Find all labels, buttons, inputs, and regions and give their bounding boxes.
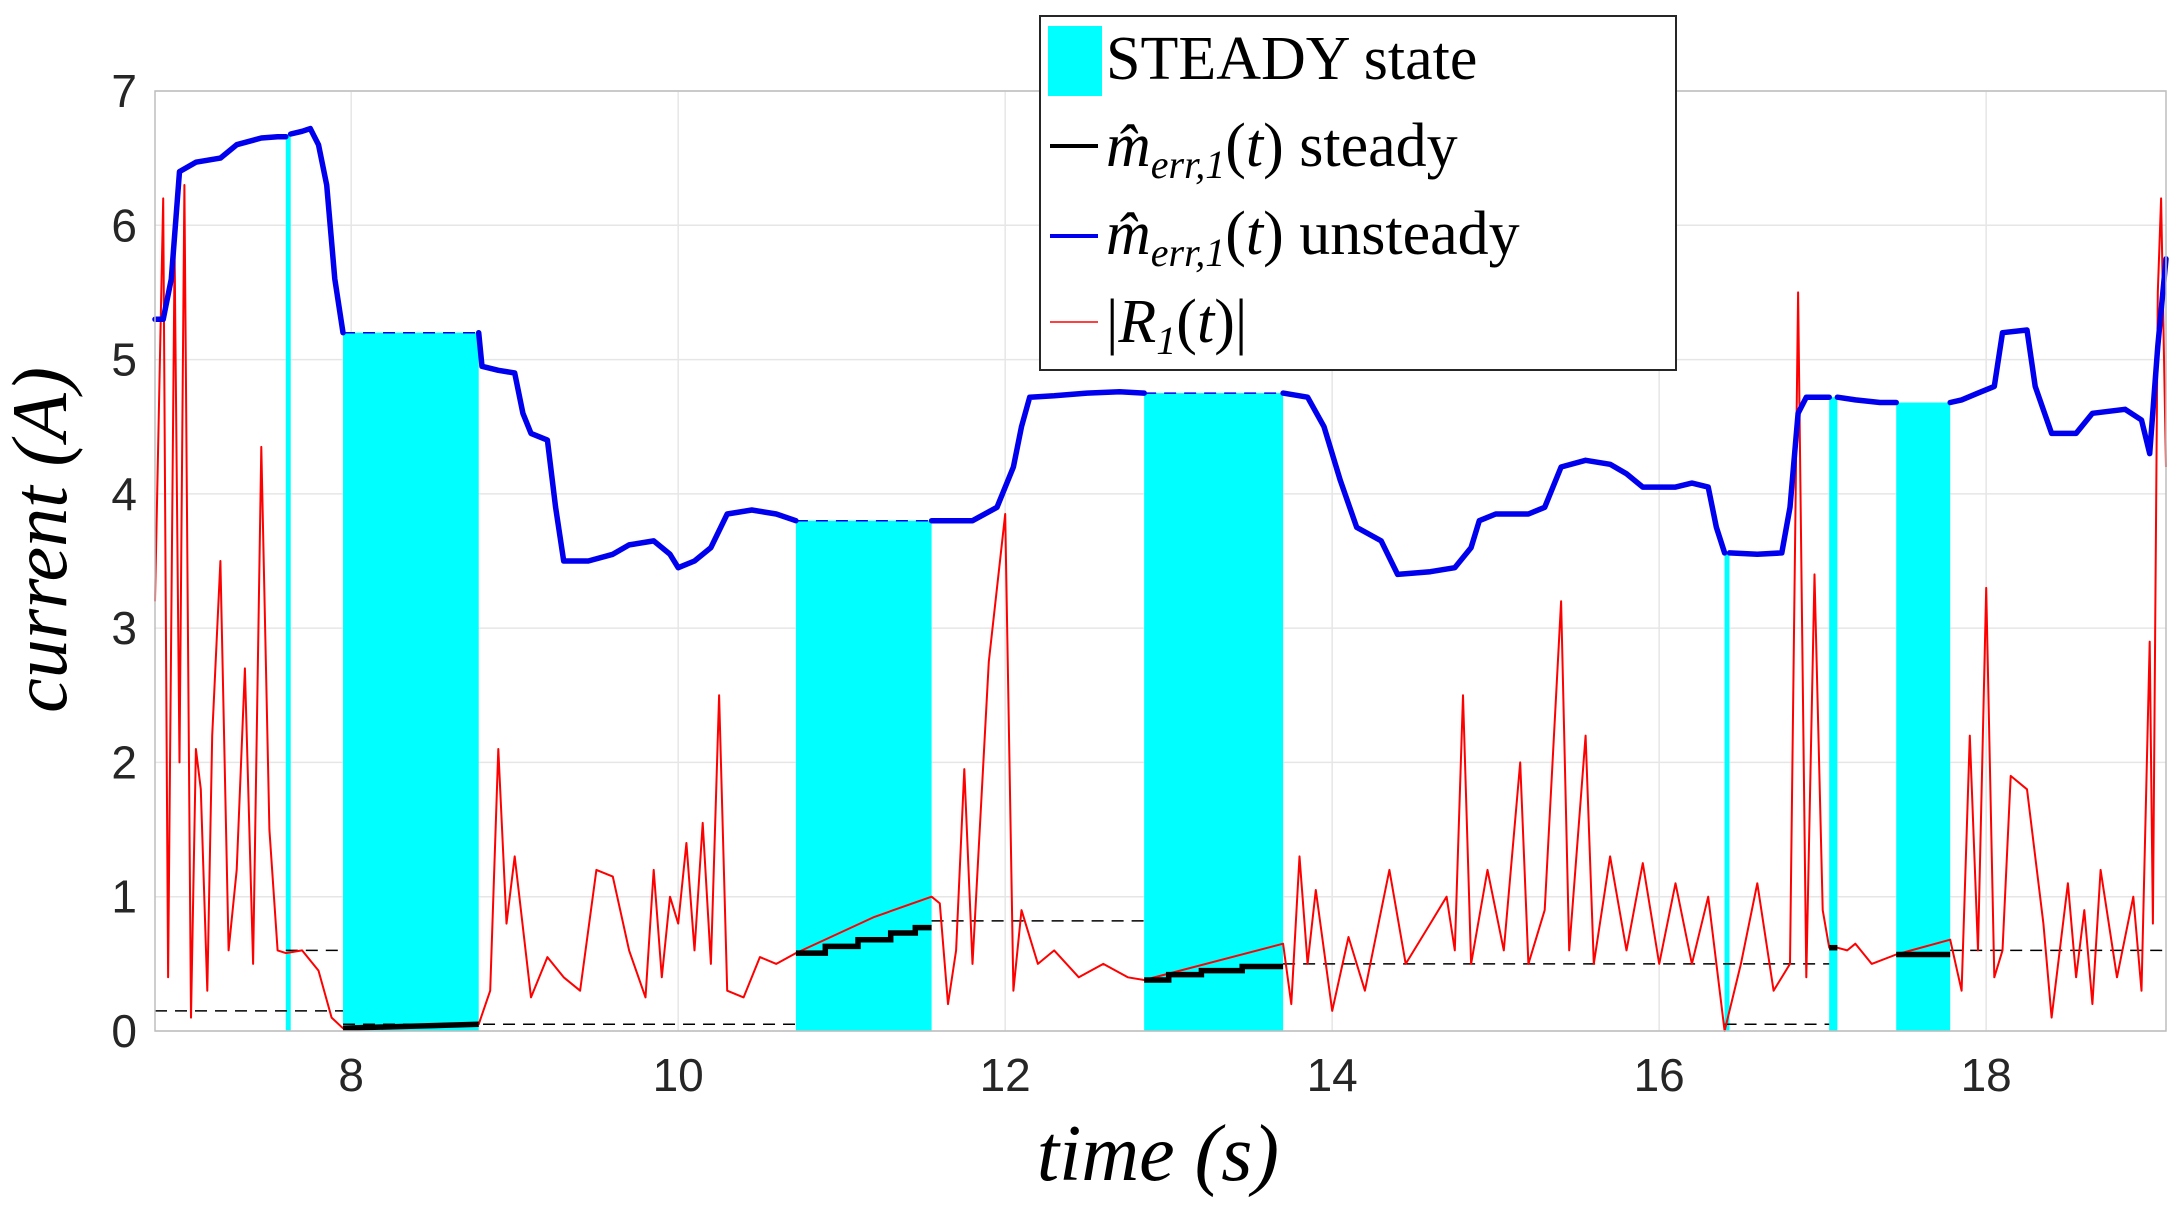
x-tick-label: 18: [1961, 1049, 2012, 1101]
series-unsteady-segment-2: [475, 329, 799, 571]
y-axis-title: current (A): [0, 367, 83, 713]
y-tick-label: 3: [111, 602, 137, 654]
x-axis-title: time (s): [1037, 1110, 1279, 1198]
series-unsteady-segment-1: [287, 125, 346, 336]
x-tick-label: 12: [980, 1049, 1031, 1101]
x-tick-label: 10: [653, 1049, 704, 1101]
steady-region-3: [1144, 393, 1284, 1032]
steady-region-0: [285, 133, 291, 1031]
steady-region-2: [795, 520, 932, 1031]
steady-region-1: [343, 332, 479, 1031]
y-tick-label: 6: [111, 199, 137, 251]
y-tick-label: 0: [111, 1005, 137, 1057]
y-tick-labels: 0 1 2 3 4 5 6 7: [111, 65, 137, 1057]
legend: STEADY state m̂err,1(t) steady m̂err,1(t…: [1039, 15, 1677, 371]
legend-box: [1039, 15, 1677, 371]
legend-r1-label: |R1(t)|: [1106, 288, 1247, 363]
series-unsteady-segment-6: [1834, 394, 1899, 406]
series-unsteady-segment-3: [928, 389, 1147, 524]
series-unsteady-segment-7: [1947, 256, 2169, 457]
x-tick-label: 14: [1307, 1049, 1358, 1101]
series-steady-group: [342, 924, 1951, 1032]
series-steady-segment-1: [795, 924, 932, 956]
series-steady-segment-2: [1144, 963, 1284, 983]
y-tick-label: 7: [111, 65, 137, 117]
series-unsteady-group: [152, 125, 2169, 578]
steady-regions: [285, 133, 1951, 1032]
legend-merr-unsteady-label: m̂err,1(t) unsteady: [1106, 200, 1520, 275]
x-tick-labels: 8 10 12 14 16 18: [338, 1049, 2011, 1101]
x-tick-label: 8: [338, 1049, 364, 1101]
dashed-reference-lines: [155, 331, 2166, 1026]
y-tick-label: 2: [111, 736, 137, 788]
legend-steady-swatch: [1048, 26, 1102, 96]
series-unsteady-segment-5: [1726, 394, 1832, 558]
y-tick-label: 1: [111, 871, 137, 923]
steady-region-6: [1896, 402, 1951, 1031]
series-unsteady-segment-4: [1280, 390, 1728, 578]
y-tick-label: 5: [111, 334, 137, 386]
steady-region-5: [1829, 397, 1838, 1032]
y-tick-label: 4: [111, 468, 137, 520]
steady-region-4: [1724, 552, 1730, 1031]
series-steady-segment-0: [342, 1021, 479, 1032]
legend-steady-label: STEADY state: [1106, 25, 1477, 93]
series-unsteady-segment-0: [152, 133, 289, 323]
x-tick-label: 16: [1634, 1049, 1685, 1101]
legend-merr-steady-label: m̂err,1(t) steady: [1106, 112, 1458, 187]
